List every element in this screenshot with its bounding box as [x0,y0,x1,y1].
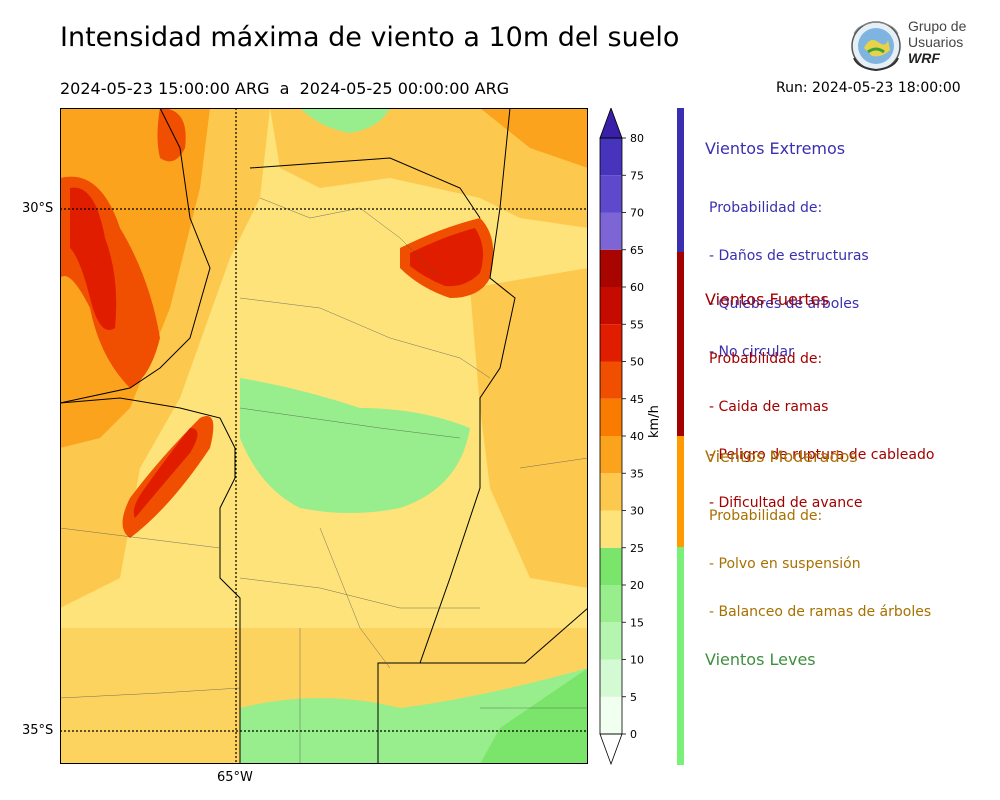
colorbar-segment [600,547,622,585]
category-item: - No circular [709,344,794,360]
category-description: Probabilidad de: - Polvo en suspensión -… [705,476,931,652]
category-bar-leves [677,547,684,765]
province-line-8 [60,687,241,699]
category-moderados: Vientos Moderados Probabilidad de: - Pol… [705,447,931,652]
wind-core-west-1-inner [70,187,117,330]
colorbar-segment [600,659,622,697]
wind-zone-light-north [300,108,390,133]
colorbar-segment [600,287,622,325]
wind-zone-north [270,108,588,228]
category-item: - Caida de ramas [709,399,829,415]
category-bar-extremos [677,108,684,252]
colorbar-tick-label: 0 [630,728,637,741]
category-bar-fuertes [677,252,684,436]
colorbar-graphic: 0 5 10 15 20 25 30 35 40 45 50 55 60 65 70 75 80 [599,106,644,766]
colorbar-tick-label: 15 [630,616,644,629]
colorbar-tick-label: 5 [630,691,637,704]
colorbar-tick-label: 30 [630,505,644,518]
province-line-4 [60,527,221,549]
category-extremos: Vientos Extremos Probabilidad de: - Daño… [705,139,869,392]
lon-label-65w: 65°W [217,770,253,785]
province-line-3 [239,407,461,439]
category-subtitle: Probabilidad de: [709,508,823,524]
colorbar-segment [600,138,622,176]
category-leves: Vientos Leves [705,650,816,669]
category-description: Probabilidad de: - Caida de ramas - Peli… [705,319,934,543]
colorbar-segment [600,622,622,660]
colorbar-segment [600,510,622,548]
logo-text-line1: Grupo de [908,18,967,34]
lat-label-35s: 35°S [22,723,54,738]
colorbar-segment [600,175,622,213]
province-line-7 [319,527,391,669]
logo-text-line3: WRF [908,50,940,66]
colorbar-tick-label: 75 [630,169,644,182]
forecast-period: 2024-05-23 15:00:00 ARG a 2024-05-25 00:… [60,79,510,98]
wind-zone-ne [480,108,588,168]
colorbar-segment [600,361,622,399]
colorbar-unit-label: km/h [647,405,662,438]
colorbar-segment [600,212,622,250]
category-item: - Quiebres de árboles [709,296,860,312]
colorbar-tick-label: 25 [630,542,644,555]
category-item: - Dificultad de avance [709,495,863,511]
province-line-1 [259,197,441,279]
border-1 [60,108,211,404]
wind-core-west-2-inner [133,428,198,518]
colorbar-tick-label: 35 [630,467,644,480]
category-subtitle: Probabilidad de: [709,200,823,216]
category-bar-moderados [677,436,684,547]
category-description: Probabilidad de: - Daños de estructuras … [705,168,869,392]
category-title: Vientos Moderados [705,447,858,466]
wind-zone-east [470,268,588,588]
border-3 [249,157,481,219]
colorbar-min-arrow [599,733,623,766]
colorbar-max-arrow [599,106,623,139]
colorbar-tick-label: 55 [630,318,644,331]
category-item: - Daños de estructuras [709,248,869,264]
colorbar-segment [600,473,622,511]
colorbar-tick-label: 60 [630,281,644,294]
category-title: Vientos Fuertes [705,290,829,309]
colorbar-tick-label: 50 [630,356,644,369]
logo-text-line2: Usuarios [908,34,964,50]
province-line-2 [239,297,491,379]
province-line-9 [519,457,588,469]
category-subtitle: Probabilidad de: [709,351,823,367]
wind-core-east-inner [410,228,484,287]
province-line-5 [239,577,480,609]
wrf-users-group-logo: Grupo de Usuarios WRF [848,18,978,74]
colorbar-segment [600,436,622,474]
wind-zone-light-se [480,668,588,764]
map-frame [60,108,588,764]
category-title: Vientos Extremos [705,139,846,158]
colorbar-segment [600,398,622,436]
colorbar-segment [600,585,622,623]
run-timestamp: Run: 2024-05-23 18:00:00 [776,80,961,96]
colorbar-tick-label: 10 [630,654,644,667]
border-2 [60,397,241,764]
colorbar-tick-label: 40 [630,430,644,443]
category-item: - Balanceo de ramas de árboles [709,604,932,620]
category-fuertes: Vientos Fuertes Probabilidad de: - Caida… [705,290,934,543]
wind-intensity-map [60,108,588,764]
wind-core-north [157,108,186,162]
colorbar-tick-label: 70 [630,207,644,220]
colorbar-tick-label: 20 [630,579,644,592]
colorbar-segment [600,696,622,734]
colorbar: 0 5 10 15 20 25 30 35 40 45 50 55 60 65 70 75 80 [598,106,658,768]
category-item: - Peligro de ruptura de cableado [709,447,935,463]
colorbar-segment [600,324,622,362]
colorbar-segment [600,249,622,287]
category-item: - Polvo en suspensión [709,556,861,572]
border-5 [420,607,588,664]
category-title: Vientos Leves [705,650,816,669]
colorbar-tick-label: 80 [630,132,644,145]
map-title: Intensidad máxima de viento a 10m del su… [60,22,680,53]
border-4 [377,108,516,764]
colorbar-tick-label: 65 [630,244,644,257]
colorbar-tick-label: 45 [630,393,644,406]
lat-label-30s: 30°S [22,201,54,216]
wind-zone-light-center [240,378,470,513]
